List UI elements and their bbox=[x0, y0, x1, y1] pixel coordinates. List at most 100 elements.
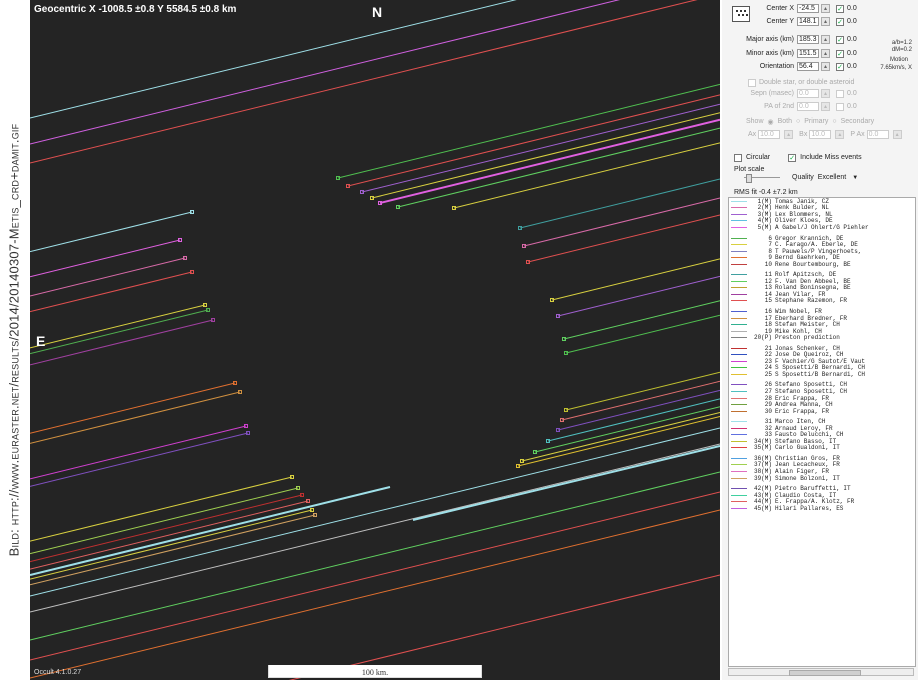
list-item[interactable]: 3(M) Lex Blommers, NL bbox=[729, 211, 915, 218]
list-item[interactable]: 38(M) Alain Figer, FR bbox=[729, 468, 915, 475]
major-axis-fit-checkbox[interactable]: ✓ bbox=[836, 35, 844, 44]
list-item[interactable]: 37(M) Jean Lecacheux, FR bbox=[729, 461, 915, 468]
list-item[interactable]: 27 Stefano Sposetti, CH bbox=[729, 388, 915, 395]
occultation-plot[interactable]: Geocentric X -1008.5 ±0.8 Y 5584.5 ±0.8 … bbox=[30, 0, 720, 680]
event-marker bbox=[370, 196, 374, 200]
pab-spinner-icon[interactable]: ▴ bbox=[892, 130, 902, 139]
list-item[interactable]: 25 S Sposetti/B Bernardi, CH bbox=[729, 371, 915, 378]
event-marker bbox=[533, 450, 537, 454]
observer-name: Henk Bulder, NL bbox=[775, 204, 830, 212]
show-primary-radio[interactable]: ○ bbox=[796, 118, 801, 125]
observer-name: Rolf Apitzsch, DE bbox=[775, 271, 837, 279]
list-item[interactable]: 14 Jean Vilar, FR bbox=[729, 291, 915, 298]
chord-line bbox=[30, 500, 309, 570]
list-item[interactable]: 39(M) Simone Bolzoni, IT bbox=[729, 475, 915, 482]
bx-spinner-icon[interactable]: ▴ bbox=[835, 130, 845, 139]
list-item[interactable]: 18 Stefan Meister, CH bbox=[729, 321, 915, 328]
list-item[interactable]: 32 Arnaud Leroy, FR bbox=[729, 425, 915, 432]
ax-spinner-icon[interactable]: ▴ bbox=[784, 130, 794, 139]
sep-fit-checkbox[interactable] bbox=[836, 89, 844, 98]
list-item[interactable]: 12 F. Van Den Abbeel, BE bbox=[729, 278, 915, 285]
list-item[interactable]: 30 Eric Frappa, FR bbox=[729, 408, 915, 415]
list-item[interactable]: 33 Fausto Delucchi, CH bbox=[729, 431, 915, 438]
center-x-fit-checkbox[interactable]: ✓ bbox=[836, 4, 844, 13]
pa-input[interactable]: 0.0 bbox=[797, 102, 819, 111]
list-item[interactable]: 31 Marco Iten, CH bbox=[729, 418, 915, 425]
list-item[interactable]: 20(P) Preston prediction bbox=[729, 334, 915, 341]
sep-input[interactable]: 0.0 bbox=[797, 89, 819, 98]
center-y-input[interactable]: 148.1 bbox=[797, 17, 819, 26]
list-item[interactable]: 7 C. Farago/A. Eberle, DE bbox=[729, 241, 915, 248]
bx-input[interactable]: 10.0 bbox=[809, 130, 832, 139]
center-x-spinner-icon[interactable]: ▴ bbox=[821, 4, 830, 13]
list-item[interactable]: 42(M) Pietro Baruffetti, IT bbox=[729, 485, 915, 492]
show-both-radio[interactable]: ◉ bbox=[767, 118, 774, 126]
list-item[interactable]: 2(M) Henk Bulder, NL bbox=[729, 204, 915, 212]
plot-scale-row: Plot scale bbox=[734, 164, 764, 175]
list-item[interactable]: 22 Jose De Queiroz, CH bbox=[729, 351, 915, 358]
list-item[interactable]: 36(M) Christian Gros, FR bbox=[729, 455, 915, 462]
show-secondary-radio[interactable]: ○ bbox=[832, 118, 837, 125]
list-item[interactable]: 43(M) Claudio Costa, IT bbox=[729, 492, 915, 499]
observer-name: Preston prediction bbox=[775, 334, 840, 342]
list-item[interactable]: 45(M) Hilari Pallares, ES bbox=[729, 505, 915, 512]
list-item[interactable]: 1(M) Tomas Janik, CZ bbox=[729, 198, 915, 205]
minor-axis-input[interactable]: 151.5 bbox=[797, 49, 819, 58]
observer-number: 1(M) bbox=[757, 197, 772, 205]
chord-line bbox=[527, 214, 720, 263]
list-item[interactable]: 24 S Sposetti/B Bernardi, CH bbox=[729, 364, 915, 371]
line-swatch bbox=[731, 244, 747, 246]
observer-list[interactable]: 1(M) Tomas Janik, CZ 2(M) Henk Bulder, NL 3(… bbox=[728, 197, 916, 667]
scrollbar-thumb[interactable] bbox=[789, 670, 861, 676]
bx-label: Bx bbox=[799, 131, 808, 138]
pa-fit-checkbox[interactable] bbox=[836, 102, 844, 111]
minor-axis-fit-checkbox[interactable]: ✓ bbox=[836, 49, 844, 58]
list-item[interactable]: 21 Jonas Schenker, CH bbox=[729, 345, 915, 352]
list-item[interactable]: 11 Rolf Apitzsch, DE bbox=[729, 271, 915, 278]
list-item[interactable]: 9 Bernd Gaehrken, DE bbox=[729, 254, 915, 261]
center-x-input[interactable]: -24.5 bbox=[797, 4, 819, 13]
include-miss-checkbox[interactable]: ✓ bbox=[788, 153, 797, 162]
plot-scale-slider-thumb[interactable] bbox=[746, 174, 752, 183]
ax-input[interactable]: 10.0 bbox=[758, 130, 781, 139]
horizontal-scrollbar[interactable] bbox=[728, 668, 914, 676]
list-item[interactable]: 28 Eric Frappa, FR bbox=[729, 395, 915, 402]
list-item[interactable]: 44(M) E. Frappa/A. Klotz, FR bbox=[729, 498, 915, 505]
center-y-spinner-icon[interactable]: ▴ bbox=[821, 17, 830, 26]
list-item[interactable]: 34(M) Stefano Basso, IT bbox=[729, 438, 915, 445]
orientation-fit-checkbox[interactable]: ✓ bbox=[836, 62, 844, 71]
minor-axis-spinner-icon[interactable]: ▴ bbox=[821, 49, 830, 58]
list-item[interactable]: 4(M) Oliver Kloes, DE bbox=[729, 217, 915, 224]
chevron-down-icon[interactable]: ▼ bbox=[852, 174, 859, 181]
circular-checkbox[interactable] bbox=[734, 153, 742, 162]
grid-icon[interactable] bbox=[732, 6, 750, 22]
major-axis-input[interactable]: 185.3 bbox=[797, 35, 819, 44]
sep-spinner-icon[interactable]: ▴ bbox=[821, 89, 830, 98]
orientation-spinner-icon[interactable]: ▴ bbox=[821, 62, 830, 71]
list-item[interactable]: 19 Mike Kohl, CH bbox=[729, 328, 915, 335]
list-item[interactable]: 23 F Vachier/G Sautot/E Vaut bbox=[729, 358, 915, 365]
chord-line bbox=[379, 118, 720, 204]
plot-scale-slider[interactable] bbox=[744, 174, 780, 183]
observer-number: 16 bbox=[764, 307, 772, 315]
list-item[interactable]: 17 Eberhard Bredner, FR bbox=[729, 315, 915, 322]
list-item[interactable]: 35(M) Carlo Gualdoni, IT bbox=[729, 444, 915, 451]
pab-input[interactable]: 0.0 bbox=[866, 130, 889, 139]
list-item[interactable]: 15 Stephane Razemon, FR bbox=[729, 297, 915, 304]
orientation-input[interactable]: 56.4 bbox=[797, 62, 819, 71]
list-item[interactable]: 29 Andrea Manna, CH bbox=[729, 401, 915, 408]
list-item[interactable]: 10 Rene Bourtembourg, BE bbox=[729, 261, 915, 268]
double-star-checkbox[interactable] bbox=[748, 78, 756, 87]
list-item[interactable]: 6 Gregor Krannich, DE bbox=[729, 235, 915, 242]
pa-spinner-icon[interactable]: ▴ bbox=[821, 102, 830, 111]
observer-number: 36(M) bbox=[753, 454, 772, 462]
list-item[interactable]: 16 Wim Nobel, FR bbox=[729, 308, 915, 315]
list-item[interactable]: 13 Roland Boninsegna, BE bbox=[729, 284, 915, 291]
chord-line bbox=[30, 382, 236, 434]
center-y-fit-checkbox[interactable]: ✓ bbox=[836, 17, 844, 26]
list-item[interactable]: 26 Stefano Sposetti, CH bbox=[729, 381, 915, 388]
list-item[interactable]: 5(M) A Gabel/J Ohlert/G Piehler bbox=[729, 224, 915, 231]
quality-dropdown[interactable]: Excellent bbox=[817, 174, 847, 181]
major-axis-spinner-icon[interactable]: ▴ bbox=[821, 35, 830, 44]
